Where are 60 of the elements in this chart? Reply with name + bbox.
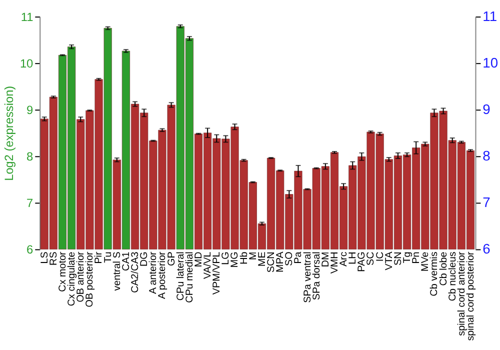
x-tick-label: MPA	[275, 251, 286, 272]
x-tick-label: ME	[256, 251, 268, 267]
x-tick-label: Pn	[411, 252, 422, 264]
x-tick-label: CPu medial	[184, 252, 196, 303]
x-tick-label: DM	[320, 252, 332, 268]
x-tick-label: A posterior	[157, 250, 168, 299]
x-tick-label: Cb lobe	[438, 251, 450, 286]
x-tick-label: IC	[374, 252, 386, 262]
x-tick-label: Hb	[238, 251, 250, 264]
x-tick-label: M	[248, 252, 259, 260]
x-tick-label: PAG	[356, 252, 368, 272]
x-tick-label: MG	[230, 252, 241, 268]
y2-tick-label: 11	[482, 8, 498, 24]
x-tick-label: Cb vermis	[429, 252, 440, 296]
x-tick-label: GP	[166, 251, 178, 266]
y2-tick-label: 8	[482, 148, 491, 164]
x-tick-label: Tg	[402, 252, 413, 264]
x-tick-label: LG	[220, 252, 232, 265]
x-tick-label: MVe	[420, 251, 432, 272]
x-tick-label: SO	[284, 251, 296, 266]
x-tick-label: DG	[139, 252, 150, 267]
y-tick-label: 10	[20, 56, 34, 71]
x-tick-label: CA1	[120, 251, 132, 271]
x-tick-label: VMH	[329, 252, 340, 274]
x-tick-label: A anterior	[148, 251, 160, 294]
x-tick-label: Pir	[94, 250, 105, 264]
x-tick-label: spinal cord anterior	[456, 251, 468, 336]
y2-tick-label: 10	[482, 54, 498, 71]
x-tick-label: Pa	[293, 251, 304, 264]
x-tick-label: SC	[366, 252, 377, 266]
x-tick-label: Tu	[102, 252, 114, 263]
y2-tick-label: 9	[482, 101, 491, 118]
x-tick-label: MD	[193, 252, 204, 268]
y-axis-title: Log2 (expression)	[2, 86, 16, 181]
x-tick-label: CPu lateral	[175, 252, 186, 301]
x-tick-label: LH	[348, 252, 359, 264]
x-tick-label: SCN	[266, 252, 277, 273]
y2-tick-label: 6	[482, 240, 491, 257]
x-tick-label: Cx motor	[57, 251, 68, 292]
x-tick-label: Cb nucleus	[447, 252, 458, 302]
x-tick-label: ventral S	[112, 251, 123, 291]
x-tick-label: SPa ventral	[302, 252, 314, 303]
y-tick-label: 8	[26, 150, 34, 164]
x-tick-label: Cx cingulate	[66, 251, 78, 306]
x-tick-label: SN	[392, 252, 404, 266]
x-tick-label: VTA	[384, 251, 395, 270]
x-tick-label: RS	[48, 251, 60, 266]
y-tick-label: 11	[20, 10, 34, 24]
y-tick-label: 7	[26, 196, 34, 210]
x-tick-label: Arc	[338, 252, 350, 267]
x-tick-label: SPa dorsal	[311, 252, 322, 300]
x-tick-label: CA2/CA3	[130, 251, 141, 293]
x-tick-label: OB anterior	[76, 250, 87, 302]
y-tick-label: 6	[26, 242, 34, 257]
y2-tick-label: 7	[482, 194, 491, 210]
x-tick-label: LS	[39, 251, 50, 264]
x-tick-label: spinal cord posterior	[465, 250, 476, 341]
y-tick-label: 9	[26, 103, 34, 118]
x-tick-label: VPM/VPL	[212, 251, 223, 295]
x-tick-label: OB posterior	[84, 251, 96, 308]
